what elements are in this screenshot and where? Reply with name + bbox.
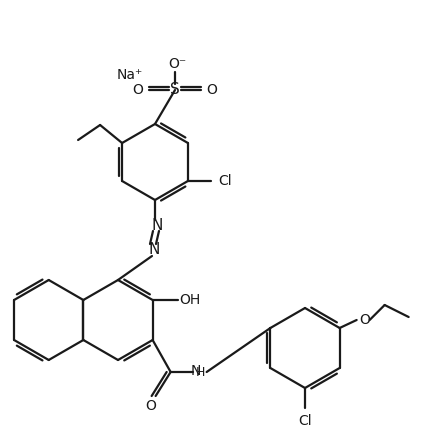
Text: O: O: [206, 83, 217, 97]
Text: OH: OH: [179, 293, 200, 307]
Text: H: H: [196, 365, 206, 378]
Text: N: N: [151, 218, 163, 233]
Text: Na⁺: Na⁺: [117, 68, 143, 82]
Text: Cl: Cl: [218, 174, 232, 188]
Text: N: N: [148, 243, 160, 258]
Text: O: O: [145, 399, 156, 413]
Text: O: O: [133, 83, 143, 97]
Text: O⁻: O⁻: [168, 57, 186, 71]
Text: Cl: Cl: [298, 414, 312, 428]
Text: O: O: [359, 313, 370, 327]
Text: S: S: [170, 82, 180, 98]
Text: N: N: [190, 364, 201, 378]
